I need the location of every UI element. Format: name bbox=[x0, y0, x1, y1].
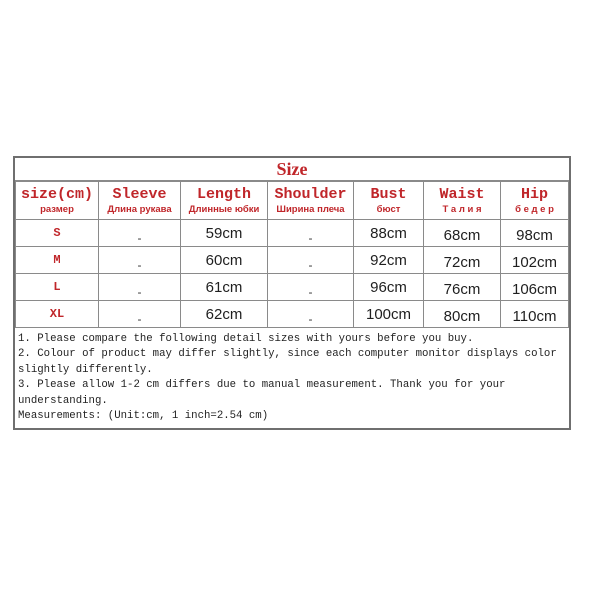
size-table: size(cm) размер Sleeve Длина рукава Leng… bbox=[15, 181, 569, 328]
cell-xl-waist: 80cm bbox=[423, 300, 501, 328]
cell-m-hip: 102cm bbox=[500, 246, 569, 274]
col-header-waist: Waist Т а л и я bbox=[423, 181, 501, 220]
cell-m-bust: 92cm bbox=[353, 246, 424, 274]
cell-m-length: 60cm bbox=[180, 246, 268, 274]
chart-title: Size bbox=[15, 158, 569, 181]
cell-l-bust: 96cm bbox=[353, 273, 424, 301]
row-label-l: L bbox=[15, 273, 99, 301]
col-header-length-ru: Длинные юбки bbox=[188, 204, 260, 215]
cell-xl-hip: 110cm bbox=[500, 300, 569, 328]
size-chart-sheet: Size size(cm) размер Sleeve Длина рукава… bbox=[13, 156, 571, 431]
cell-m-waist: 72cm bbox=[423, 246, 501, 274]
col-header-length-en: Length bbox=[196, 186, 251, 203]
col-header-size-ru: размер bbox=[40, 204, 74, 215]
table-row-l: L - 61cm - 96cm 76cm 106cm bbox=[15, 273, 569, 301]
row-label-m: M bbox=[15, 246, 99, 274]
col-header-bust-ru: бюст bbox=[376, 204, 401, 215]
header-row: size(cm) размер Sleeve Длина рукава Leng… bbox=[15, 181, 569, 220]
col-header-waist-en: Waist bbox=[439, 186, 485, 203]
cell-s-shoulder: - bbox=[267, 219, 354, 247]
col-header-hip: Hip б е д е р bbox=[500, 181, 569, 220]
cell-l-waist: 76cm bbox=[423, 273, 501, 301]
cell-m-sleeve: - bbox=[98, 246, 181, 274]
col-header-bust: Bust бюст bbox=[353, 181, 424, 220]
cell-xl-length: 62cm bbox=[180, 300, 268, 328]
col-header-bust-en: Bust bbox=[370, 186, 407, 203]
col-header-size-en: size(cm) bbox=[20, 186, 93, 203]
col-header-hip-en: Hip bbox=[520, 186, 548, 203]
cell-xl-shoulder: - bbox=[267, 300, 354, 328]
col-header-shoulder: Shoulder Ширина плеча bbox=[267, 181, 354, 220]
cell-xl-bust: 100cm bbox=[353, 300, 424, 328]
cell-s-bust: 88cm bbox=[353, 219, 424, 247]
col-header-hip-ru: б е д е р bbox=[515, 204, 554, 215]
cell-l-sleeve: - bbox=[98, 273, 181, 301]
cell-xl-sleeve: - bbox=[98, 300, 181, 328]
cell-s-hip: 98cm bbox=[500, 219, 569, 247]
col-header-sleeve-en: Sleeve bbox=[112, 186, 167, 203]
row-label-s: S bbox=[15, 219, 99, 247]
col-header-sleeve-ru: Длина рукава bbox=[107, 204, 172, 215]
cell-l-length: 61cm bbox=[180, 273, 268, 301]
table-row-m: M - 60cm - 92cm 72cm 102cm bbox=[15, 246, 569, 274]
notes-section: 1. Please compare the following detail s… bbox=[15, 328, 569, 428]
note-2: 2. Colour of product may differ slightly… bbox=[18, 348, 557, 376]
col-header-shoulder-en: Shoulder bbox=[274, 186, 347, 203]
note-3: 3. Please allow 1-2 cm differs due to ma… bbox=[18, 379, 506, 407]
col-header-size: size(cm) размер bbox=[15, 181, 99, 220]
cell-l-hip: 106cm bbox=[500, 273, 569, 301]
col-header-shoulder-ru: Ширина плеча bbox=[276, 204, 345, 215]
cell-m-shoulder: - bbox=[267, 246, 354, 274]
table-row-xl: XL - 62cm - 100cm 80cm 110cm bbox=[15, 300, 569, 328]
cell-s-length: 59cm bbox=[180, 219, 268, 247]
cell-s-sleeve: - bbox=[98, 219, 181, 247]
cell-l-shoulder: - bbox=[267, 273, 354, 301]
col-header-sleeve: Sleeve Длина рукава bbox=[98, 181, 181, 220]
note-1: 1. Please compare the following detail s… bbox=[18, 333, 474, 345]
row-label-xl: XL bbox=[15, 300, 99, 328]
col-header-waist-ru: Т а л и я bbox=[442, 204, 482, 215]
col-header-length: Length Длинные юбки bbox=[180, 181, 268, 220]
note-measurements: Measurements: (Unit:cm, 1 inch=2.54 cm) bbox=[18, 410, 269, 423]
cell-s-waist: 68cm bbox=[423, 219, 501, 247]
table-row-s: S - 59cm - 88cm 68cm 98cm bbox=[15, 219, 569, 247]
